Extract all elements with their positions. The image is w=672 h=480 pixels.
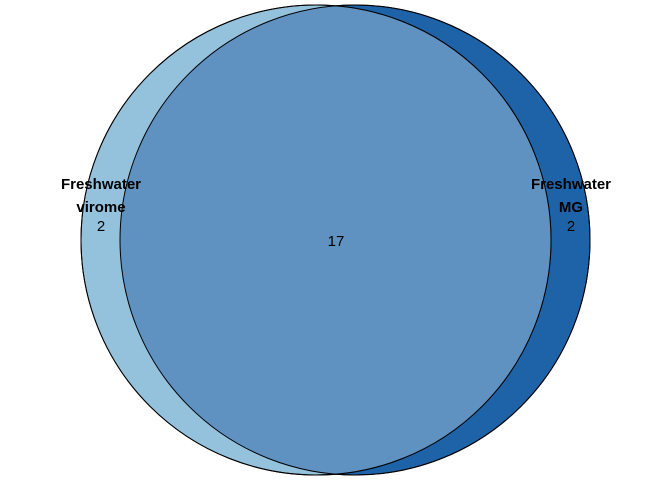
set-mg-only-count: 2 xyxy=(567,218,575,235)
set-mg-outline xyxy=(119,4,591,476)
set-virome-name-line2: virome xyxy=(76,199,125,216)
set-virome-only-count: 2 xyxy=(97,218,105,235)
set-mg-name-line1: Freshwater xyxy=(531,176,611,193)
set-mg-name-line2: MG xyxy=(559,199,583,216)
overlap-region xyxy=(120,5,551,475)
set-virome-outline xyxy=(80,4,552,476)
set-virome-name-line1: Freshwater xyxy=(61,176,141,193)
overlap-count: 17 xyxy=(328,233,345,250)
